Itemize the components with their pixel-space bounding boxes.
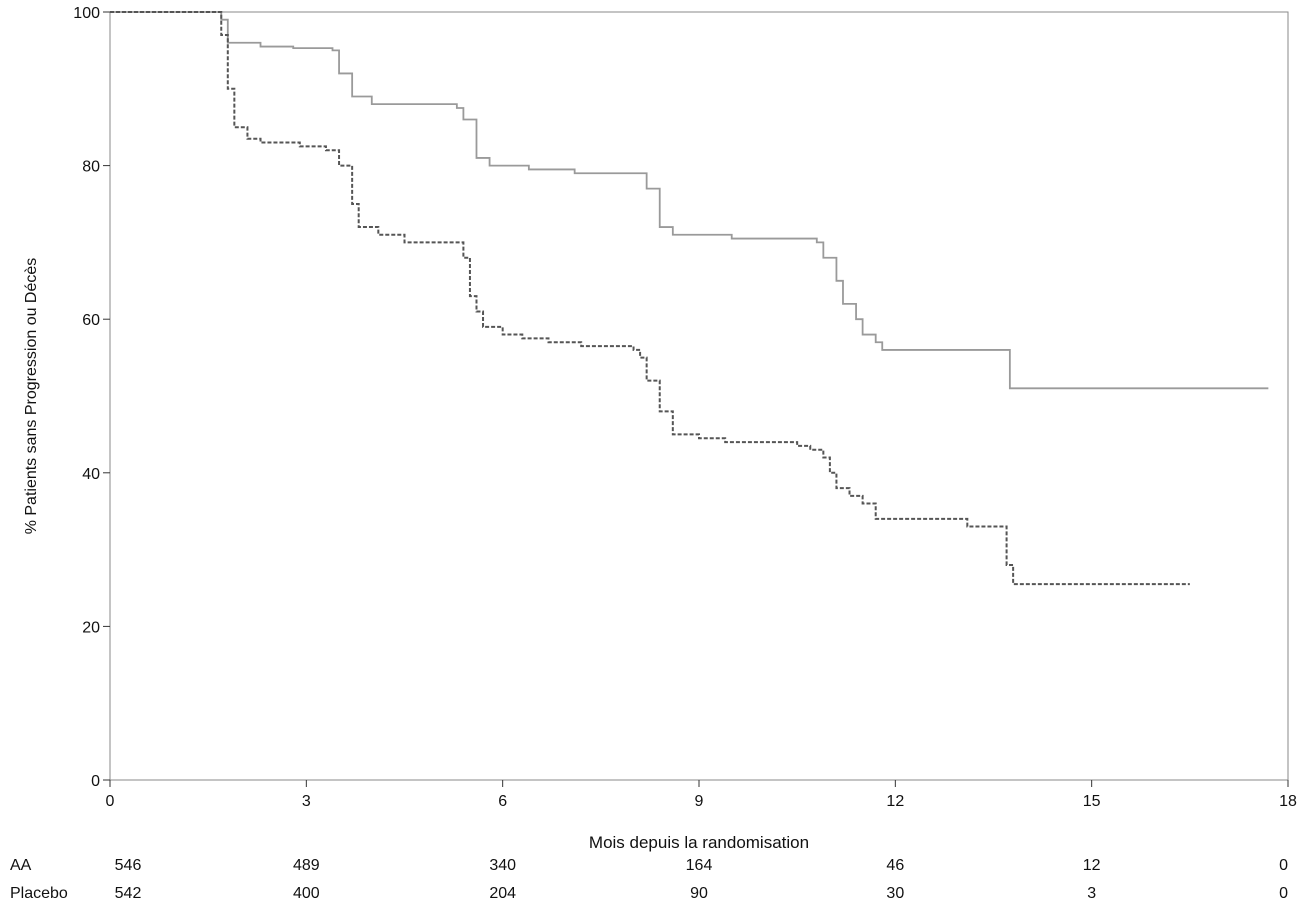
risk-count: 46 — [886, 857, 904, 874]
y-tick-label: 40 — [82, 466, 100, 483]
risk-count: 546 — [115, 857, 142, 874]
risk-count: 12 — [1083, 857, 1101, 874]
y-axis-label: % Patients sans Progression ou Décès — [23, 258, 40, 535]
risk-count: 0 — [1279, 885, 1288, 902]
x-tick-label: 6 — [498, 793, 507, 810]
x-tick-label: 12 — [886, 793, 904, 810]
x-tick-label: 9 — [695, 793, 704, 810]
y-axis: 0 20 40 60 80 100 — [73, 5, 110, 790]
y-tick-label: 60 — [82, 312, 100, 329]
risk-row-label: Placebo — [10, 885, 68, 902]
x-tick-label: 15 — [1083, 793, 1101, 810]
x-tick-label: 18 — [1279, 793, 1297, 810]
risk-count: 3 — [1087, 885, 1096, 902]
risk-count: 0 — [1279, 857, 1288, 874]
y-tick-label: 20 — [82, 619, 100, 636]
risk-count: 204 — [489, 885, 516, 902]
series-layer — [110, 11, 1269, 586]
risk-count: 489 — [293, 857, 320, 874]
y-tick-label: 0 — [91, 773, 100, 790]
risk-count: 30 — [886, 885, 904, 902]
km-curve-2 — [110, 11, 1190, 586]
x-tick-label: 3 — [302, 793, 311, 810]
x-axis-label: Mois depuis la randomisation — [589, 833, 809, 852]
plot-frame — [109, 11, 1289, 781]
y-tick-label: 100 — [73, 5, 100, 22]
y-tick-label: 80 — [82, 159, 100, 176]
risk-count: 90 — [690, 885, 708, 902]
x-tick-label: 0 — [106, 793, 115, 810]
x-axis: 0 3 6 9 12 15 18 — [106, 780, 1297, 810]
risk-count: 164 — [686, 857, 713, 874]
risk-count: 542 — [115, 885, 142, 902]
risk-row-label: AA — [10, 857, 32, 874]
risk-count: 400 — [293, 885, 320, 902]
risk-count: 340 — [489, 857, 516, 874]
km-curve-1 — [110, 11, 1269, 390]
